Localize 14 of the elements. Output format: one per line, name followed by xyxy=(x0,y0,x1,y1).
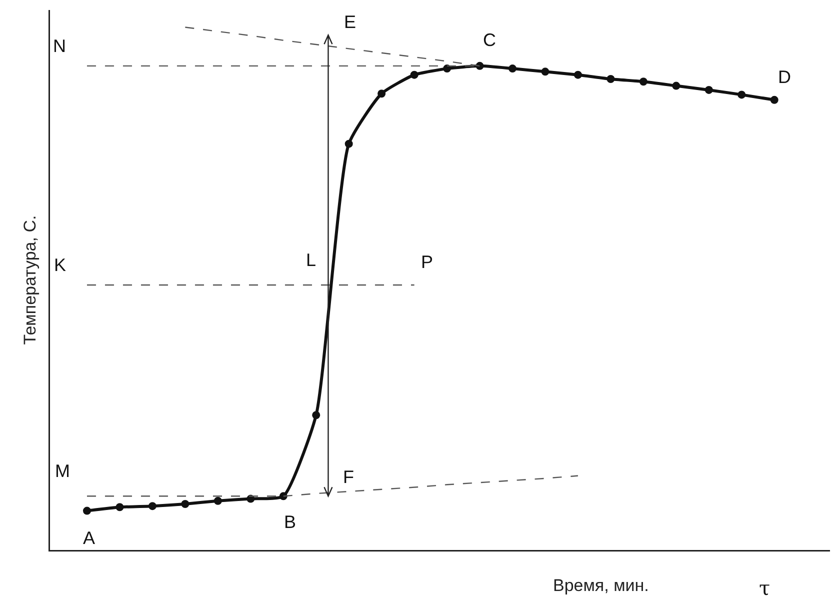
annotation: P xyxy=(421,252,434,272)
annotation: D xyxy=(778,67,791,87)
annotation: E xyxy=(344,12,356,32)
annotation: F xyxy=(343,467,354,487)
x-axis-title: Время, мин. xyxy=(553,576,649,595)
annotation: L xyxy=(306,250,316,270)
text: M xyxy=(55,461,70,481)
annotation: C xyxy=(483,30,496,50)
annotation: A xyxy=(83,528,96,548)
text: K xyxy=(54,255,66,275)
text: N xyxy=(53,36,66,56)
text: τ xyxy=(759,576,770,600)
y-axis-title: Температура, С. xyxy=(20,215,40,345)
annotation: B xyxy=(284,512,296,532)
